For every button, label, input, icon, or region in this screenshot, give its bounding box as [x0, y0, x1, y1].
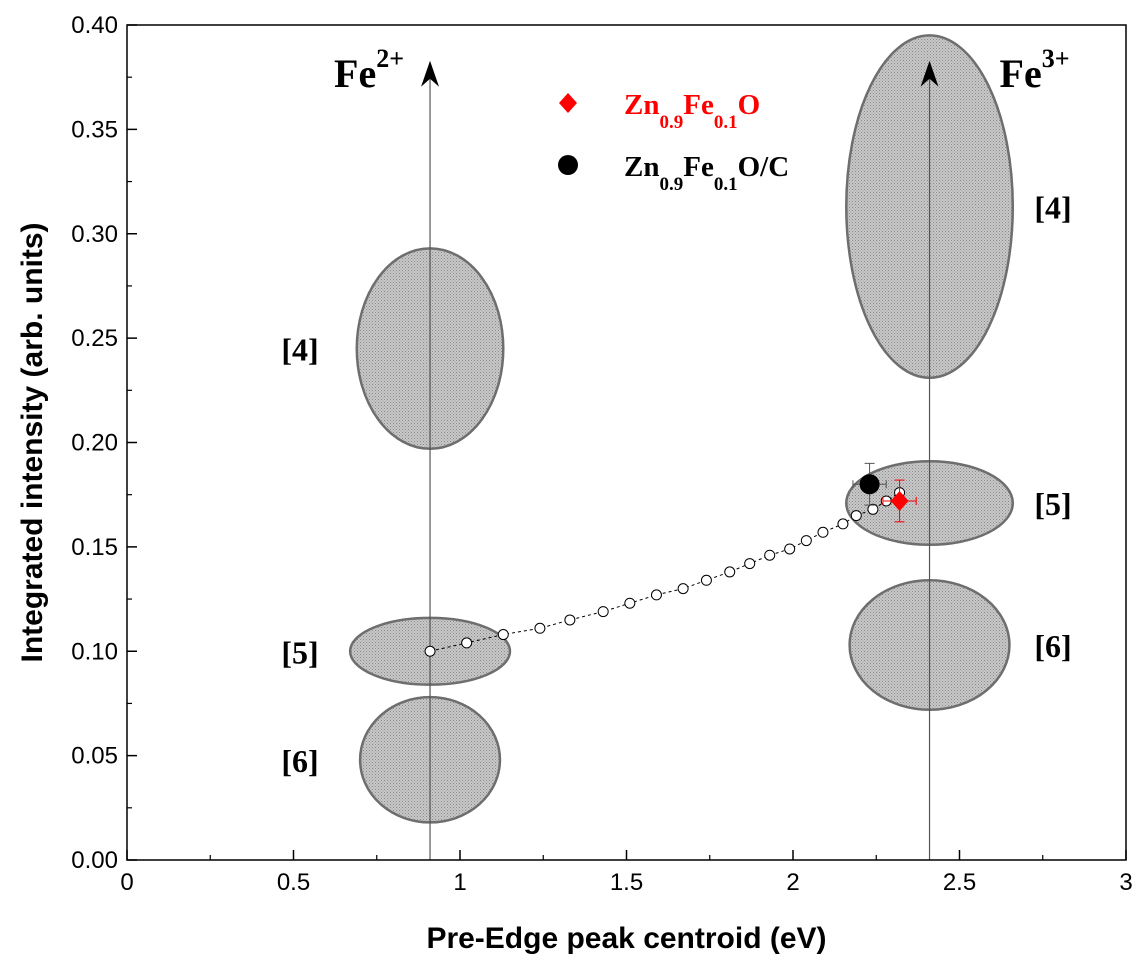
legend-part-sub2-0: 0.1: [714, 112, 738, 133]
mixing-point-16: [837, 518, 849, 530]
mixing-point-17: [850, 510, 862, 522]
coordination-regions: [348, 34, 1015, 824]
y-axis-title: Integrated intensity (arb. units): [16, 222, 49, 662]
reference-label-superscript-0: 2+: [376, 44, 404, 73]
region-label-5: [6]: [1034, 628, 1071, 664]
mixing-point-6: [624, 597, 636, 609]
y-tick-label-7: 0.35: [71, 116, 118, 143]
mixing-point-15: [817, 526, 829, 538]
legend-part-sub1-0: 0.9: [659, 112, 683, 133]
legend-label-1: Zn0.9Fe0.1O/C: [624, 151, 789, 195]
mixing-point-3: [534, 622, 546, 634]
reference-label-0: Fe2+: [334, 44, 404, 96]
region-labels: Fe2+ Fe3+[4][5][6][4][5][6]: [281, 44, 1071, 779]
mixing-line: [424, 487, 906, 657]
region-label-0: [4]: [281, 332, 318, 368]
x-tick-label-0: 0: [120, 869, 133, 896]
x-tick-label-4: 2: [786, 869, 799, 896]
x-tick-label-1: 0.5: [277, 869, 310, 896]
x-tick-label-6: 3: [1119, 869, 1132, 896]
legend-part-mid-1: Fe: [683, 151, 714, 183]
reference-arrow-1: [920, 60, 939, 87]
data-point-0: [890, 490, 909, 511]
reference-label-base-1: Fe: [1000, 51, 1042, 96]
y-tick-label-8: 0.40: [71, 12, 118, 39]
x-tick-label-5: 2.5: [943, 869, 976, 896]
reference-label-base-0: Fe: [334, 51, 376, 96]
y-axis-ticks: 0.00 0.05 0.10 0.15 0.20 0.25 0.30 0.35 0.40: [71, 12, 137, 874]
mixing-point-0: [424, 645, 436, 657]
y-tick-label-0: 0.00: [71, 847, 118, 874]
y-tick-label-5: 0.25: [71, 325, 118, 352]
reference-label-1: Fe3+: [1000, 44, 1070, 96]
mixing-point-2: [497, 629, 509, 641]
y-tick-label-2: 0.10: [71, 638, 118, 665]
region-label-4: [5]: [1034, 486, 1071, 522]
mixing-point-13: [784, 543, 796, 555]
y-tick-label-3: 0.15: [71, 534, 118, 561]
mixing-point-7: [650, 589, 662, 601]
legend-marker-1: [558, 155, 578, 175]
reference-arrow-0: [421, 60, 440, 87]
legend-label-0: Zn0.9Fe0.1O: [624, 89, 760, 133]
mixing-point-1: [461, 637, 473, 649]
mixing-point-12: [764, 549, 776, 561]
legend-part-tail-1: O/C: [738, 151, 790, 183]
mixing-polyline: [429, 492, 900, 652]
reference-lines: [421, 60, 939, 860]
x-tick-label-3: 1.5: [610, 869, 643, 896]
legend-part-base-0: Zn: [624, 89, 659, 121]
legend-part-base-1: Zn: [624, 151, 659, 183]
legend-part-mid-0: Fe: [683, 89, 714, 121]
data-points: [852, 462, 917, 523]
mixing-point-18: [867, 503, 879, 515]
mixing-point-10: [724, 566, 736, 578]
x-axis-ticks: 0 0.5 1 1.5 2 2.5 3: [120, 850, 1133, 896]
x-axis-title: Pre-Edge peak centroid (eV): [426, 922, 826, 955]
y-tick-label-4: 0.20: [71, 430, 118, 457]
mixing-point-9: [700, 574, 712, 586]
data-point-1: [859, 474, 880, 495]
region-label-3: [4]: [1034, 190, 1071, 226]
region-label-1: [5]: [281, 634, 318, 670]
legend-part-tail-0: O: [738, 89, 761, 121]
mixing-point-8: [677, 583, 689, 595]
x-tick-label-2: 1: [453, 869, 466, 896]
mixing-point-14: [800, 535, 812, 547]
legend-part-sub2-1: 0.1: [714, 174, 738, 195]
reference-label-superscript-1: 3+: [1042, 44, 1070, 73]
legend-marker-0: [559, 93, 577, 113]
mixing-point-11: [744, 558, 756, 570]
y-tick-label-1: 0.05: [71, 743, 118, 770]
y-tick-label-6: 0.30: [71, 221, 118, 248]
mixing-point-5: [597, 606, 609, 618]
region-label-2: [6]: [281, 743, 318, 779]
mixing-point-4: [564, 614, 576, 626]
legend-part-sub1-1: 0.9: [659, 174, 683, 195]
